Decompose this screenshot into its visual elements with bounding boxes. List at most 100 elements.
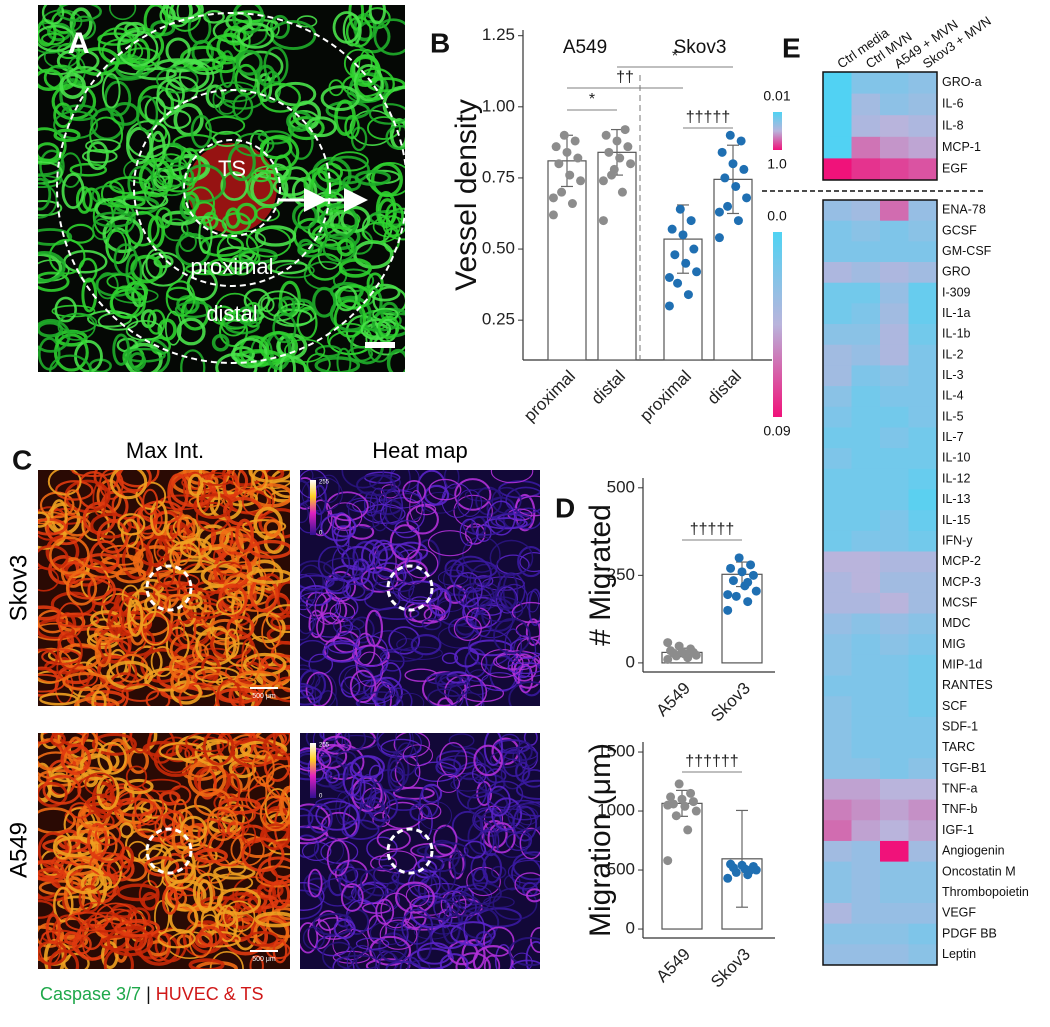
heat-cell (851, 200, 881, 222)
vessel (464, 488, 504, 502)
vessel (65, 865, 105, 895)
vessel (249, 539, 290, 559)
data-point (666, 646, 676, 656)
vessel (525, 618, 540, 647)
vessel (232, 337, 268, 369)
colorbar (773, 232, 782, 417)
vessel (129, 733, 152, 754)
vessel (331, 544, 360, 582)
vessel (459, 518, 479, 547)
vessel (278, 296, 296, 316)
x-tick-label: Skov3 (707, 679, 754, 726)
vessel (40, 733, 61, 750)
vessel (251, 470, 268, 491)
significance: †††††† (685, 753, 738, 770)
heat-cell (908, 158, 938, 181)
vessel (187, 759, 227, 797)
data-point (686, 644, 696, 654)
vessel (300, 685, 323, 706)
data-point (746, 560, 756, 570)
panel-c-overlay: 500 μm 255 0 500 μm 255 0 (145, 480, 434, 963)
bar (547, 160, 587, 361)
vessel (511, 601, 540, 623)
row-label: IL-2 (942, 347, 964, 361)
heat-cell (908, 840, 938, 863)
heat-cell (851, 220, 881, 242)
heat-cell (823, 448, 852, 470)
vessel (515, 779, 540, 800)
vessel (263, 519, 282, 537)
vessel (245, 226, 292, 258)
vessel (489, 539, 534, 577)
heat-cell (823, 530, 852, 552)
heat-cell (823, 344, 852, 366)
data-point (674, 641, 684, 651)
heat-cell (880, 654, 909, 676)
data-point (691, 806, 701, 816)
vessel (343, 618, 365, 631)
data-point (725, 130, 735, 140)
panel-label: A (68, 27, 90, 60)
vessel (359, 561, 378, 592)
column-title: Max Int. (126, 438, 204, 463)
data-point (663, 856, 673, 866)
vessel (196, 879, 213, 914)
heat-cell (823, 72, 852, 94)
vessel (226, 615, 255, 640)
vessel (473, 744, 503, 777)
colorbar-label: 0.01 (763, 88, 790, 104)
data-point (723, 590, 733, 600)
vessel (361, 539, 389, 574)
vessel (80, 872, 113, 894)
vessel (53, 333, 89, 372)
x-tick-label: proximal (636, 367, 695, 426)
y-tick-label: 0 (626, 919, 635, 938)
vessel (117, 470, 152, 493)
data-point (565, 170, 575, 180)
vessel (375, 898, 395, 925)
vessel (322, 233, 357, 263)
heat-cell (880, 902, 909, 925)
vessel (56, 48, 100, 74)
vessel (494, 943, 513, 969)
vessel (317, 546, 351, 582)
row-title: Skov3 (5, 555, 32, 622)
vessel (38, 782, 52, 803)
vessel (300, 881, 325, 911)
heat-cell (880, 882, 909, 904)
vessel (358, 691, 404, 706)
data-point (620, 125, 630, 135)
vessel (38, 321, 64, 338)
texture (300, 733, 540, 969)
heat-cell (823, 406, 852, 428)
vessel (315, 797, 347, 811)
vessel (508, 681, 540, 706)
vessel (250, 169, 289, 208)
heat-cell (823, 634, 852, 656)
vessel (38, 271, 70, 292)
heat-cell (823, 799, 852, 821)
vessel (368, 5, 386, 25)
heat-cell (880, 758, 909, 780)
vessel (246, 568, 290, 584)
vessel (215, 561, 243, 576)
vessel (124, 281, 149, 302)
heat-cell (851, 489, 881, 511)
vessel (195, 626, 237, 666)
vessel (251, 470, 290, 490)
vessel (395, 742, 418, 776)
vessel (38, 127, 67, 165)
heat-cell (823, 158, 852, 181)
vessel (436, 674, 471, 697)
heat-cell (851, 944, 881, 966)
heat-cell (880, 716, 909, 738)
vessel (53, 886, 74, 923)
vessel (165, 5, 192, 28)
vessel (418, 801, 453, 831)
vessel (153, 254, 174, 269)
vessel (301, 476, 343, 512)
vessel (38, 182, 58, 219)
vessel (511, 857, 540, 890)
vessel (50, 765, 85, 783)
vessel (284, 338, 326, 363)
